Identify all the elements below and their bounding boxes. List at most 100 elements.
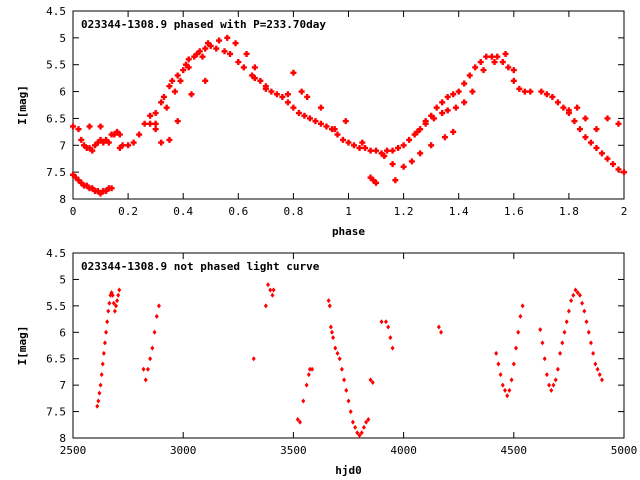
data-point xyxy=(158,139,165,146)
data-point xyxy=(251,75,258,82)
data-point xyxy=(516,329,521,335)
x-tick-label: 5000 xyxy=(611,444,638,457)
y-axis-label: I[mag] xyxy=(16,85,29,125)
data-point xyxy=(177,77,184,84)
y-tick-label: 6.5 xyxy=(46,112,66,125)
data-point xyxy=(257,77,264,84)
data-point xyxy=(494,53,501,60)
data-point xyxy=(502,50,509,57)
data-point xyxy=(383,319,388,325)
data-point xyxy=(345,139,352,146)
y-tick-label: 4.5 xyxy=(46,247,66,260)
data-point xyxy=(346,398,351,404)
data-point xyxy=(378,150,385,157)
data-point xyxy=(110,292,115,298)
data-point xyxy=(152,126,159,133)
data-points xyxy=(95,282,604,438)
data-point xyxy=(160,93,167,100)
plot-frame xyxy=(72,252,625,439)
x-tick-label: 1.2 xyxy=(394,205,414,218)
data-point xyxy=(499,59,506,66)
data-point xyxy=(527,88,534,95)
data-point xyxy=(510,67,517,74)
data-point xyxy=(125,142,132,149)
data-point xyxy=(577,292,582,298)
data-point xyxy=(422,120,429,127)
data-point xyxy=(604,115,611,122)
data-point xyxy=(544,372,549,378)
y-tick-label: 6.5 xyxy=(46,353,66,366)
data-point xyxy=(366,417,371,422)
data-point xyxy=(86,144,93,151)
data-point xyxy=(356,144,363,151)
data-point xyxy=(78,179,85,186)
data-point xyxy=(268,287,273,293)
data-point xyxy=(104,329,109,335)
data-point xyxy=(103,136,110,143)
data-point xyxy=(502,387,507,393)
data-point xyxy=(542,356,547,362)
data-point xyxy=(381,153,388,160)
data-point xyxy=(326,298,331,304)
data-point xyxy=(538,88,545,95)
data-point xyxy=(411,131,418,138)
y-tick-label: 8 xyxy=(59,193,66,206)
x-tick-label: 0 xyxy=(70,205,77,218)
data-point xyxy=(295,417,300,422)
data-point xyxy=(333,345,338,351)
data-point xyxy=(266,282,271,288)
data-point xyxy=(549,387,554,393)
data-point xyxy=(367,174,374,181)
data-point xyxy=(301,398,306,404)
data-point xyxy=(538,327,543,333)
data-point xyxy=(584,319,589,325)
data-point xyxy=(102,340,107,346)
data-point xyxy=(94,187,101,194)
data-point xyxy=(199,53,206,60)
data-point xyxy=(100,139,107,146)
data-point xyxy=(587,139,594,146)
data-point xyxy=(270,292,275,298)
y-tick-label: 5.5 xyxy=(46,300,66,313)
data-point xyxy=(117,287,122,293)
data-point xyxy=(373,179,380,186)
data-point xyxy=(329,329,334,335)
data-point xyxy=(337,356,342,362)
data-point xyxy=(566,308,571,314)
data-point xyxy=(518,313,523,319)
data-point xyxy=(114,128,121,135)
data-point xyxy=(327,303,332,309)
data-point xyxy=(466,72,473,79)
data-point xyxy=(147,120,154,127)
data-point xyxy=(582,115,589,122)
data-point xyxy=(582,134,589,141)
data-point xyxy=(334,131,341,138)
y-tick-label: 6 xyxy=(59,86,66,99)
data-point xyxy=(271,287,276,293)
data-point xyxy=(511,361,516,367)
data-point xyxy=(580,300,585,306)
data-point xyxy=(81,142,88,149)
data-point xyxy=(361,424,366,430)
x-tick-label: 0.8 xyxy=(283,205,303,218)
data-point xyxy=(284,91,291,98)
data-point xyxy=(575,290,580,296)
data-point xyxy=(116,144,123,151)
chart-title: 023344-1308.9 not phased light curve xyxy=(81,260,320,273)
data-point xyxy=(452,104,459,111)
data-point xyxy=(339,366,344,372)
data-point xyxy=(595,366,600,372)
x-tick-label: 1.8 xyxy=(559,205,579,218)
data-point xyxy=(97,390,102,396)
data-point xyxy=(154,313,159,319)
data-point xyxy=(439,99,446,106)
x-tick-label: 1.4 xyxy=(449,205,469,218)
data-point xyxy=(174,72,181,79)
data-point xyxy=(317,120,324,127)
data-point xyxy=(141,366,146,372)
data-point xyxy=(143,377,148,383)
data-point xyxy=(339,136,346,143)
data-point xyxy=(342,118,349,125)
data-point xyxy=(593,361,598,367)
data-point xyxy=(317,104,324,111)
